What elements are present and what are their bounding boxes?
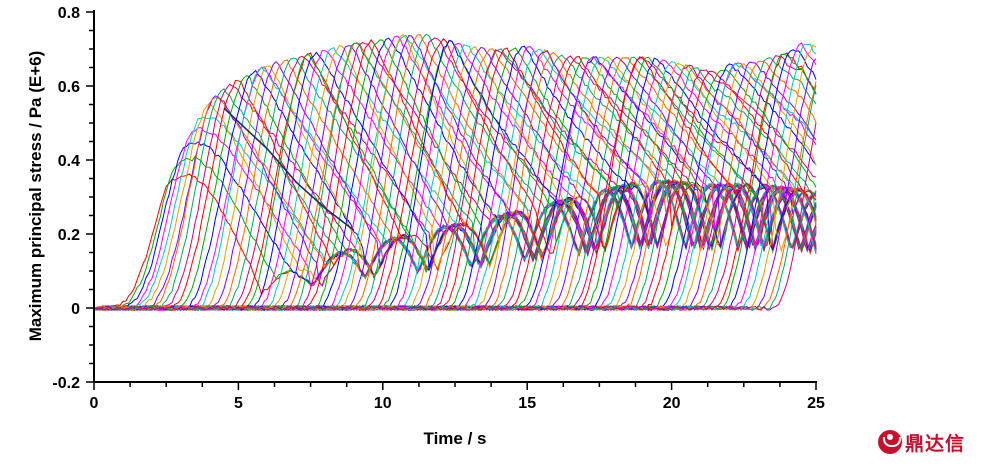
x-tick-label: 20: [663, 395, 681, 412]
series-line: [93, 47, 817, 311]
tick-labels: 0 5 10 15 20 25 -0.2 0 0.2 0.4 0.6 0.8: [52, 5, 825, 412]
y-tick-label: 0: [71, 301, 80, 318]
axes: [86, 10, 817, 390]
series-line: [93, 41, 817, 311]
x-tick-label: 0: [90, 395, 99, 412]
x-axis-label: Time / s: [424, 429, 487, 448]
brand-logo: 鼎达信: [878, 427, 965, 457]
series-line: [93, 122, 817, 311]
diagonal-crest-line: [223, 107, 355, 231]
series-line: [93, 47, 817, 311]
x-tick-label: 25: [807, 395, 825, 412]
series-line: [93, 35, 817, 311]
series-line: [93, 69, 817, 311]
x-tick-label: 5: [234, 395, 243, 412]
brand-logo-icon: [878, 430, 902, 454]
y-tick-label: 0.6: [58, 79, 80, 96]
x-tick-label: 15: [518, 395, 536, 412]
brand-logo-text: 鼎达信: [905, 432, 966, 455]
y-tick-label: 0.8: [58, 5, 80, 22]
series-line: [93, 42, 817, 311]
series-line: [93, 46, 817, 311]
series-line: [93, 37, 817, 311]
y-tick-label: 0.4: [58, 153, 80, 170]
series-line: [93, 47, 817, 311]
series-line: [93, 35, 817, 311]
series-line: [93, 52, 817, 311]
x-tick-label: 10: [374, 395, 392, 412]
series-line: [93, 66, 817, 311]
series-layer: [93, 33, 817, 312]
y-tick-label: 0.2: [58, 227, 80, 244]
y-axis-label: Maximum principal stress / Pa (E+6): [26, 51, 45, 342]
y-tick-label: -0.2: [52, 375, 80, 392]
